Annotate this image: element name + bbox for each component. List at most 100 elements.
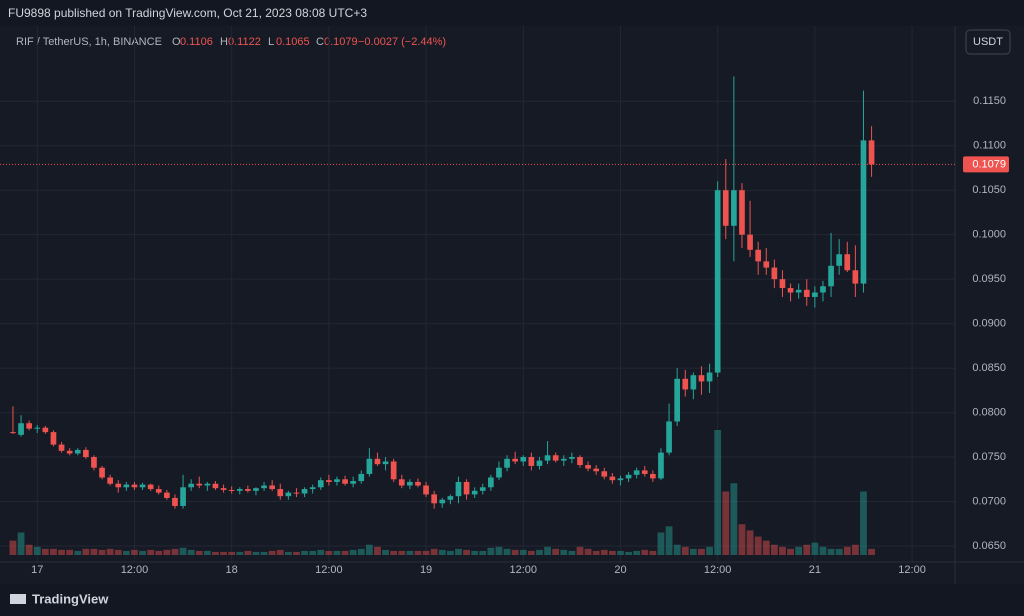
candle-body [787, 288, 794, 293]
candle-body [277, 489, 284, 497]
candle-body [844, 254, 851, 271]
candle-body [261, 485, 267, 489]
ohlc-value: 0.1122 [228, 36, 261, 48]
volume-bar [406, 550, 414, 555]
y-tick-label: 0.0850 [972, 362, 1006, 374]
candle-body [382, 461, 389, 465]
volume-bar [301, 550, 308, 555]
candle-body [390, 461, 397, 480]
volume-bar [851, 544, 859, 555]
volume-bar [293, 551, 300, 555]
logo [10, 594, 26, 604]
candle-body [803, 289, 810, 297]
volume-bar [657, 532, 665, 555]
currency-button[interactable] [965, 29, 1011, 55]
volume-bar [422, 550, 430, 555]
volume-bar [74, 550, 82, 555]
volume-bar [163, 549, 171, 555]
candle-body [455, 481, 462, 497]
currency[interactable]: USDT [973, 36, 1003, 48]
volume-bar [819, 546, 827, 555]
x-tick-label: 21 [809, 564, 821, 576]
candle-body [650, 473, 656, 479]
volume-bar [608, 550, 616, 555]
candle-body [625, 474, 632, 479]
candle-body [423, 485, 429, 495]
volume-bar [90, 548, 98, 555]
volume-bar [811, 542, 819, 555]
volume-bar [25, 544, 33, 555]
symbol: RIF / TetherUS, 1h, BINANCE [16, 36, 162, 48]
candle-body [812, 292, 818, 297]
candle-body [236, 489, 243, 491]
candle-body [42, 427, 49, 433]
candle-body [601, 471, 608, 477]
candle-body [658, 452, 664, 479]
x-tick-label: 12:00 [121, 564, 149, 576]
volume-bar [560, 549, 568, 555]
ohlc-key: L [268, 36, 274, 48]
candle-body [471, 490, 478, 495]
candle-body [609, 476, 616, 481]
volume-bar [317, 549, 325, 555]
volume-bar [9, 540, 17, 555]
volume-bar [730, 483, 738, 555]
candle-body [50, 432, 57, 445]
candle-body [155, 489, 162, 493]
volume-bar [212, 551, 219, 555]
volume-bar [236, 551, 244, 555]
candle-body [617, 478, 624, 481]
candle-body [293, 492, 300, 494]
volume-bar [681, 546, 689, 555]
y-tick-label: 0.1150 [973, 95, 1006, 107]
candle-body [682, 378, 689, 390]
volume-bar [617, 550, 624, 555]
volume-bar [568, 550, 576, 555]
volume-bar [114, 549, 122, 555]
ohlc-key: H [220, 36, 228, 48]
volume-bar [544, 546, 551, 555]
candle-body [269, 485, 275, 490]
candle-body [698, 375, 705, 382]
candle-body [512, 458, 519, 462]
brand: TradingView [32, 591, 109, 606]
volume-bar [398, 550, 406, 555]
volume-bar [131, 549, 138, 555]
candle-body [18, 423, 24, 435]
volume-bar [519, 549, 527, 555]
volume-bar [430, 548, 438, 555]
ohlc-key: O [172, 36, 181, 48]
candle-body [212, 483, 219, 489]
volume-bar [244, 550, 252, 555]
candle-body [852, 270, 859, 284]
candle-body [569, 457, 575, 459]
volume-bar [438, 549, 446, 555]
ohlc-value: 0.1065 [276, 36, 310, 48]
volume-bar [122, 550, 130, 555]
volume-bar [333, 550, 341, 555]
volume-bar [584, 548, 592, 555]
volume-bar [795, 546, 803, 555]
volume-bar [592, 550, 600, 555]
y-tick-label: 0.1000 [972, 229, 1006, 241]
volume-bar [276, 549, 284, 555]
volume-bar [479, 550, 487, 555]
x-tick-label: 12:00 [704, 564, 732, 576]
volume-bar [220, 551, 227, 555]
candle-body [115, 483, 122, 488]
volume-bar [187, 549, 195, 555]
candle-body [415, 481, 421, 486]
volume-bar [252, 551, 260, 555]
candle-body [674, 378, 681, 422]
candle-body [358, 473, 365, 482]
volume-bar [325, 550, 333, 555]
volume-bar [722, 491, 730, 555]
x-tick-label: 12:00 [898, 564, 926, 576]
candle-body [820, 286, 826, 293]
candle-body [479, 487, 486, 491]
candle-body [172, 497, 178, 506]
candle-body [188, 483, 194, 488]
volume-bar [365, 544, 373, 555]
candle-body [552, 455, 559, 461]
